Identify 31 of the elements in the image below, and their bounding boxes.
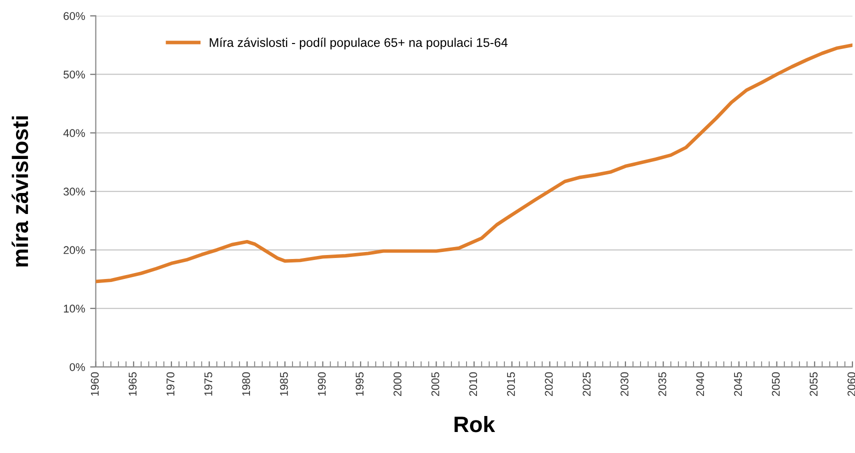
x-tick-label: 2045	[734, 372, 742, 396]
x-tick-label: 2055	[810, 372, 818, 396]
x-tick-label: 1985	[280, 372, 288, 396]
y-tick-label: 40%	[63, 129, 85, 138]
y-tick-label: 50%	[64, 70, 85, 79]
x-tick-label: 2060	[848, 372, 855, 396]
x-axis-title: Rok	[454, 416, 496, 432]
x-tick-label: 2015	[507, 372, 515, 396]
legend-label: Míra závislosti - podíl populace 65+ na populaci 15-64	[210, 38, 508, 50]
y-tick-label: 10%	[64, 304, 85, 313]
x-tick-label: 1990	[318, 372, 326, 396]
x-tick-label: 1960	[90, 372, 99, 396]
y-tick-label: 0%	[70, 363, 85, 372]
x-tick-label: 2050	[772, 372, 780, 396]
x-tick-label: 2035	[658, 372, 666, 396]
x-tick-label: 2040	[696, 372, 704, 396]
x-tick-label: 2000	[394, 372, 402, 396]
x-tick-label: 2005	[431, 372, 440, 396]
y-tick-label: 60%	[64, 12, 85, 20]
y-tick-label: 20%	[64, 246, 85, 254]
x-tick-label: 1975	[204, 372, 212, 396]
x-tick-label: 1995	[356, 372, 364, 396]
x-tick-label: 2025	[582, 372, 591, 396]
x-tick-label: 1980	[242, 372, 250, 396]
x-tick-label: 1970	[166, 372, 174, 396]
y-tick-label: 30%	[64, 188, 85, 196]
x-tick-label: 2030	[620, 372, 628, 396]
x-tick-label: 2010	[469, 372, 478, 396]
x-tick-label: 2020	[544, 372, 553, 396]
y-axis-title: míra závislosti	[12, 116, 28, 266]
x-tick-label: 1965	[128, 372, 137, 396]
